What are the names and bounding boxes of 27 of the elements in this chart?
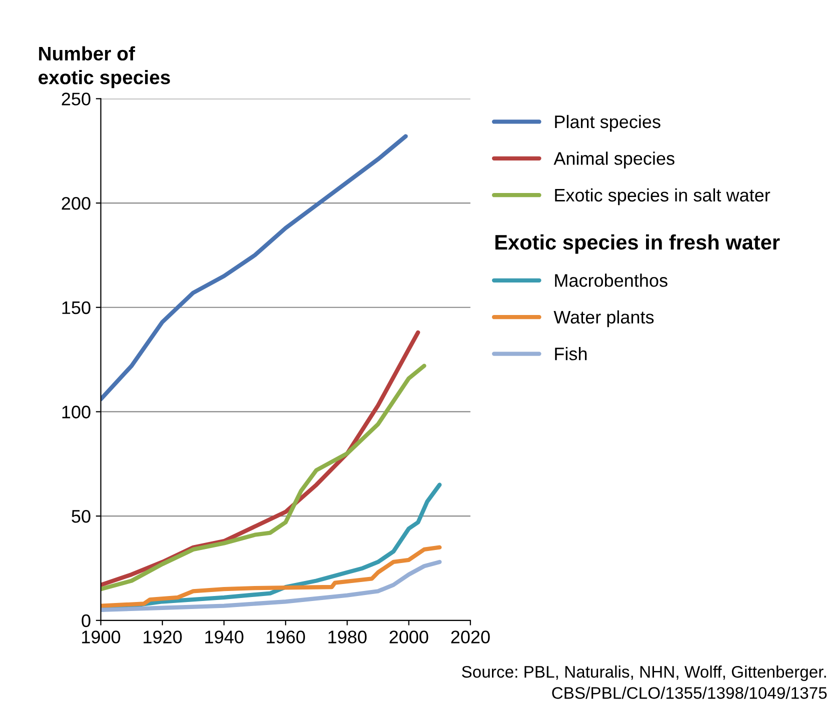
y-tick-label: 100 [62,406,90,418]
y-tick-label: 250 [62,92,90,106]
x-tick-label: 1920 [144,630,182,644]
y-tick-label: 150 [62,301,90,314]
line-series [100,364,426,592]
legend-label: Macrobenthos [555,274,668,287]
legend-label: Animal species [554,152,674,168]
y-axis-title: Number of exotic species [38,46,170,88]
legend-label: Fish [555,347,587,360]
y-tick-label: 50 [72,510,90,523]
y-tick-label: 200 [62,196,90,210]
text: CBS/PBL/CLO/1355/1398/1049/1375 [552,686,827,699]
x-tick-label: 1960 [266,630,305,644]
y-tick-label: 0 [82,614,90,628]
x-tick-label: 1940 [205,630,244,644]
x-tick-label: 2000 [390,630,428,644]
legend-title: Exotic species in fresh water [495,234,780,254]
x-tick-label: 1900 [82,630,120,644]
legend-label: Plant species [555,114,660,132]
line-series [100,560,442,612]
legend-label: Water plants [554,310,654,328]
line-series [100,134,408,402]
legend-label: Exotic species in salt water [555,188,770,206]
x-tick-label: 1980 [328,630,367,644]
line-series [100,545,442,608]
x-tick-label: 2020 [451,630,490,644]
source-note: Source: PBL, Naturalis, NHN, Wolff, Gittenberger. [462,666,826,682]
